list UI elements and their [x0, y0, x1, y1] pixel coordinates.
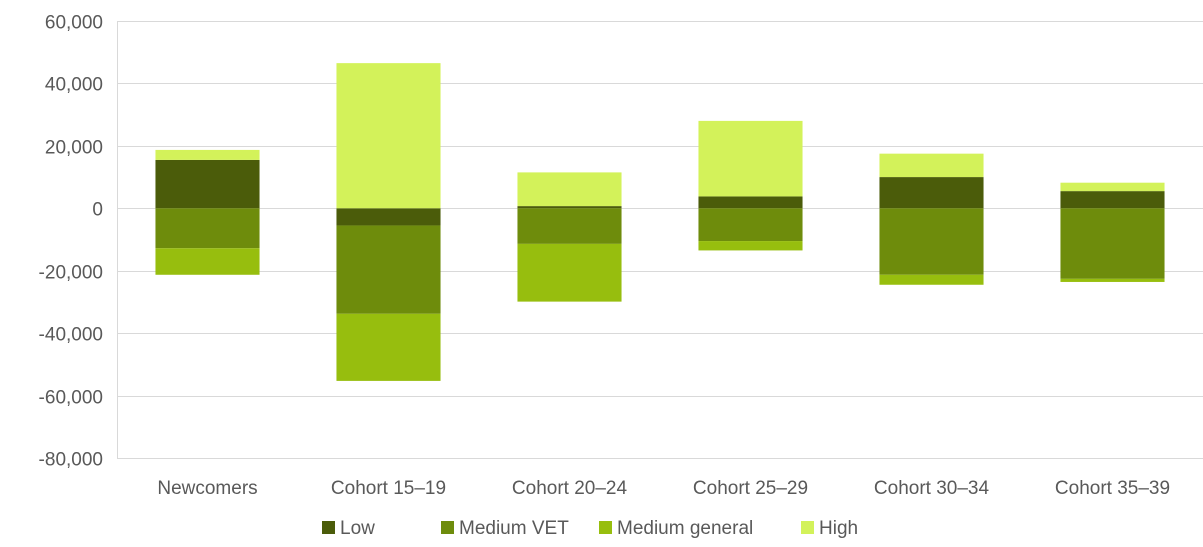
bars: [155, 63, 1165, 381]
bar-segment-medium-vet: [879, 208, 984, 275]
bar-segment-high: [155, 149, 260, 160]
x-category-label: Cohort 25–29: [693, 478, 808, 499]
bar-segment-low: [698, 196, 803, 209]
bar-segment-medium-vet: [1060, 208, 1165, 279]
bar-segment-medium-general: [155, 248, 260, 275]
legend-label: Low: [340, 518, 375, 539]
legend-swatch: [441, 521, 454, 534]
bar-segment-low: [879, 177, 984, 209]
bar-segment-high: [336, 63, 441, 209]
y-tick-label: 60,000: [45, 13, 103, 34]
bar-segment-medium-general: [698, 241, 803, 251]
legend: Low Medium VET Medium general High: [322, 518, 858, 539]
x-category-label: Cohort 35–39: [1055, 478, 1170, 499]
bar-segment-high: [1060, 182, 1165, 192]
legend-swatch: [599, 521, 612, 534]
x-category-label: Cohort 15–19: [331, 478, 446, 499]
bar-segment-medium-vet: [698, 208, 803, 242]
y-tick-label: 0: [92, 200, 103, 221]
bar-segment-medium-vet: [155, 208, 260, 249]
y-tick-label: -80,000: [39, 450, 103, 471]
legend-label: Medium general: [617, 518, 753, 539]
bar-segment-high: [698, 120, 803, 197]
bar-segment-medium-general: [1060, 278, 1165, 282]
legend-swatch: [322, 521, 335, 534]
bar-segment-medium-vet: [517, 208, 622, 244]
x-category-label: Cohort 20–24: [512, 478, 628, 499]
y-tick-label: -20,000: [39, 263, 103, 284]
y-tick-label: -60,000: [39, 388, 103, 409]
legend-label: High: [819, 518, 858, 539]
bar-segment-medium-general: [517, 243, 622, 302]
gridlines: [117, 21, 1203, 459]
bar-segment-medium-vet: [336, 225, 441, 314]
y-tick-label: 40,000: [45, 75, 103, 96]
bar-segment-high: [879, 153, 984, 178]
bar-segment-low: [517, 206, 622, 209]
bar-segment-medium-general: [336, 313, 441, 381]
bar-segment-low: [1060, 191, 1165, 209]
x-category-labels: Newcomers Cohort 15–19 Cohort 20–24 Cohort …: [157, 478, 1170, 499]
y-tick-label: -40,000: [39, 325, 103, 346]
y-tick-label: 20,000: [45, 138, 103, 159]
bar-segment-low: [155, 159, 260, 209]
y-tick-labels: 60,000 40,000 20,000 0 -20,000 -40,000 -60,000…: [39, 13, 103, 471]
bar-segment-high: [517, 172, 622, 207]
x-category-label: Newcomers: [157, 478, 257, 499]
bar-segment-low: [336, 208, 441, 226]
x-category-label: Cohort 30–34: [874, 478, 990, 499]
bar-segment-medium-general: [879, 274, 984, 285]
legend-swatch: [801, 521, 814, 534]
legend-label: Medium VET: [459, 518, 569, 539]
